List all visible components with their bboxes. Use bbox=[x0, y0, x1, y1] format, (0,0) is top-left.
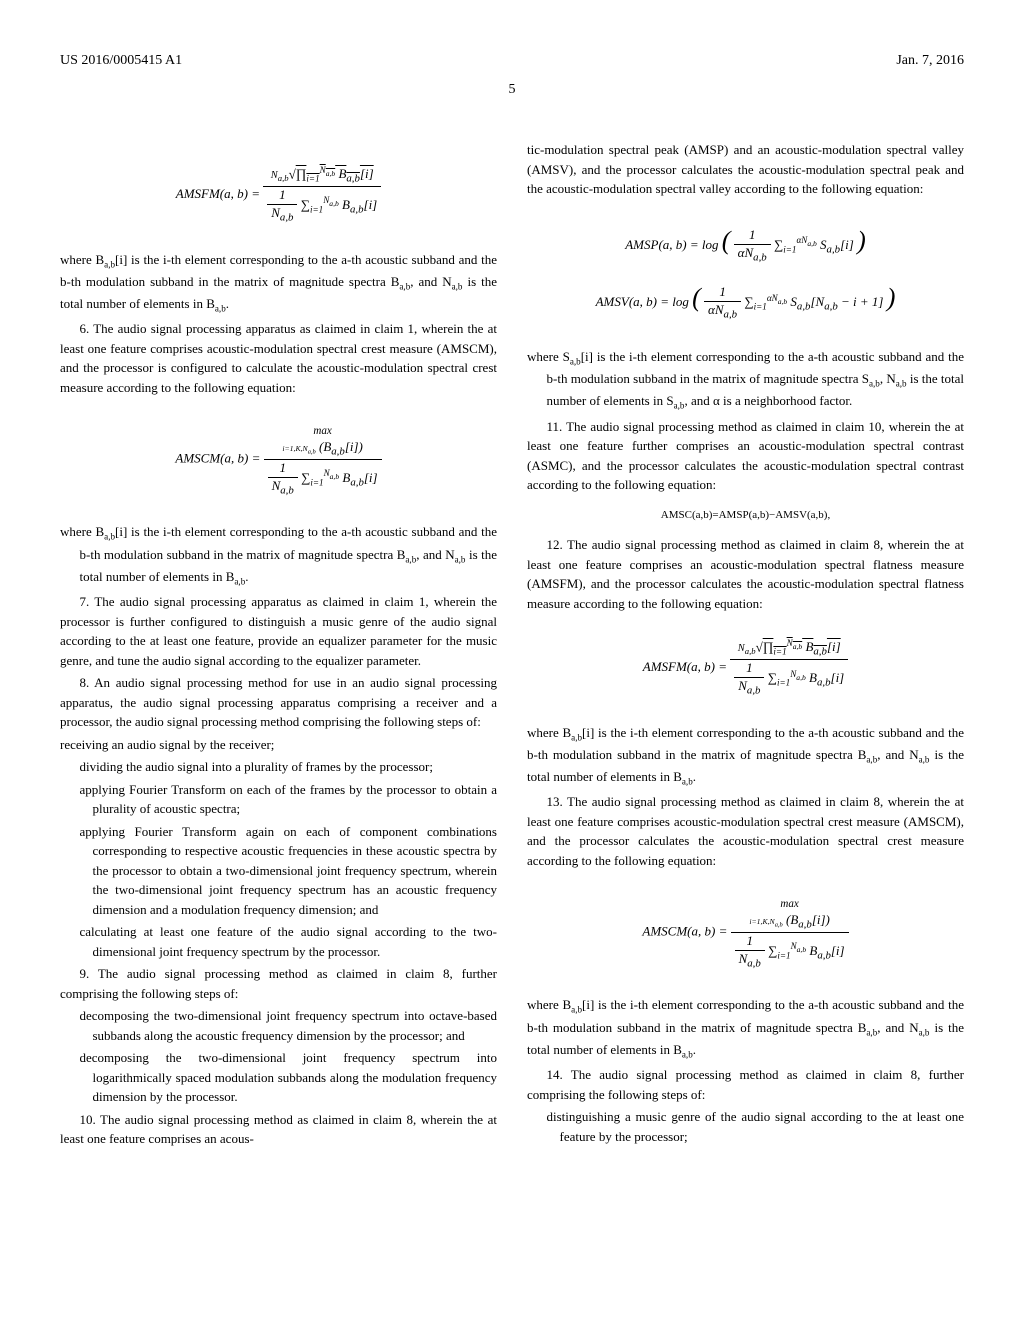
para-where-b3: where Ba,b[i] is the i-th element corres… bbox=[527, 723, 964, 790]
claim-8e: calculating at least one feature of the … bbox=[60, 922, 497, 961]
claim-13: 13. The audio signal processing method a… bbox=[527, 792, 964, 870]
claim-6: 6. The audio signal processing apparatus… bbox=[60, 319, 497, 397]
claim-9: 9. The audio signal processing method as… bbox=[60, 964, 497, 1003]
claim-9b: decomposing the two-dimensional joint fr… bbox=[60, 1048, 497, 1107]
formula-amsfm-left: AMSFM(a, b) = Na,b√∏i=1Na,b Ba,b[i] 1Na,… bbox=[60, 165, 497, 225]
eq-amsc: AMSC(a,b)=AMSP(a,b)−AMSV(a,b), bbox=[527, 507, 964, 524]
right-column: tic-modulation spectral peak (AMSP) and … bbox=[527, 140, 964, 1152]
pub-date: Jan. 7, 2016 bbox=[896, 50, 964, 71]
claim-14a: distinguishing a music genre of the audi… bbox=[527, 1107, 964, 1146]
formula-amsp: AMSP(a, b) = log ( 1αNa,b ∑i=1αNa,b Sa,b… bbox=[527, 224, 964, 322]
claim-8c: applying Fourier Transform on each of th… bbox=[60, 780, 497, 819]
formula-amscm-left: AMSCM(a, b) = maxi=1,K,Na,b (Ba,b[i]) 1N… bbox=[60, 422, 497, 497]
formula-amsfm-right: AMSFM(a, b) = Na,b√∏i=1Na,b Ba,b[i] 1Na,… bbox=[527, 638, 964, 698]
para-where-b1: where Ba,b[i] is the i-th element corres… bbox=[60, 250, 497, 317]
claim-8a: receiving an audio signal by the receive… bbox=[60, 735, 497, 755]
para-where-b2: where Ba,b[i] is the i-th element corres… bbox=[60, 522, 497, 589]
claim-8b: dividing the audio signal into a plurali… bbox=[60, 757, 497, 777]
content-columns: AMSFM(a, b) = Na,b√∏i=1Na,b Ba,b[i] 1Na,… bbox=[60, 140, 964, 1152]
claim-11: 11. The audio signal processing method a… bbox=[527, 417, 964, 495]
left-column: AMSFM(a, b) = Na,b√∏i=1Na,b Ba,b[i] 1Na,… bbox=[60, 140, 497, 1152]
claim-14: 14. The audio signal processing method a… bbox=[527, 1065, 964, 1104]
page-number: 5 bbox=[60, 79, 964, 100]
claim-9a: decomposing the two-dimensional joint fr… bbox=[60, 1006, 497, 1045]
pub-number: US 2016/0005415 A1 bbox=[60, 50, 182, 71]
claim-10-cont: tic-modulation spectral peak (AMSP) and … bbox=[527, 140, 964, 199]
page-header: US 2016/0005415 A1 Jan. 7, 2016 bbox=[60, 50, 964, 71]
claim-12: 12. The audio signal processing method a… bbox=[527, 535, 964, 613]
claim-7: 7. The audio signal processing apparatus… bbox=[60, 592, 497, 670]
para-where-s: where Sa,b[i] is the i-th element corres… bbox=[527, 347, 964, 414]
claim-8d: applying Fourier Transform again on each… bbox=[60, 822, 497, 920]
claim-8: 8. An audio signal processing method for… bbox=[60, 673, 497, 732]
para-where-b4: where Ba,b[i] is the i-th element corres… bbox=[527, 995, 964, 1062]
claim-10: 10. The audio signal processing method a… bbox=[60, 1110, 497, 1149]
formula-amscm-right: AMSCM(a, b) = maxi=1,K,Na,b (Ba,b[i]) 1N… bbox=[527, 895, 964, 970]
